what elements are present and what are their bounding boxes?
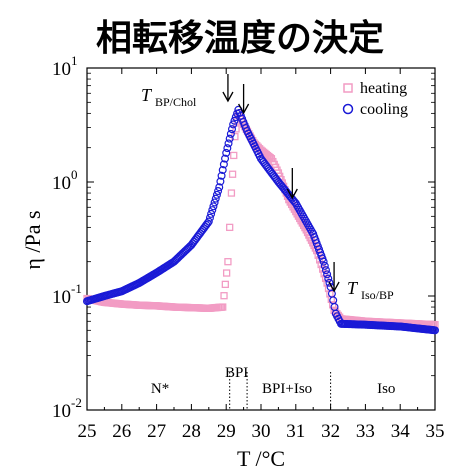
region-label: BPI (225, 365, 248, 381)
cooling-point (323, 270, 332, 279)
cooling-point (221, 154, 230, 163)
cooling-point (204, 217, 213, 226)
cooling-point (210, 198, 219, 207)
annotation-tiso: T Iso/BP (347, 278, 394, 302)
legend-marker-cooling (342, 103, 354, 115)
transition-arrow-head (238, 103, 250, 115)
legend-label-heating: heating (360, 80, 407, 97)
heating-point (222, 269, 231, 277)
cooling-point (229, 120, 238, 129)
cooling-point (208, 206, 217, 215)
y-tick-label-base: 10 (52, 59, 71, 80)
annotation-tbp: T BP/Chol (141, 85, 197, 109)
x-axis-label: T /°C (237, 446, 285, 471)
transition-arrow-head (286, 188, 298, 200)
tbp-var: T (141, 85, 153, 105)
x-tick-label: 32 (321, 421, 340, 442)
region-label: N* (151, 381, 169, 397)
cooling-point (207, 209, 216, 218)
cooling-series (82, 105, 440, 335)
x-tick-label: 34 (391, 421, 411, 442)
region-label: Iso (377, 381, 395, 397)
phase-region-labels: N* BPI BPI+Iso Iso (151, 365, 396, 397)
cooling-point (319, 257, 328, 266)
y-tick-label-exp: -2 (71, 395, 82, 410)
x-tick-label: 27 (147, 421, 166, 442)
legend: heating cooling (342, 80, 408, 118)
heating-point (221, 280, 229, 289)
x-tick-labels: 25 26 27 28 29 30 31 32 33 34 35 (78, 421, 445, 442)
cooling-point (431, 326, 440, 335)
heating-point (228, 170, 237, 178)
heating-point (219, 303, 227, 311)
region-boundaries (229, 372, 332, 410)
plot-frame (86, 67, 436, 411)
cooling-point (225, 134, 234, 143)
region-label: BPI+Iso (262, 381, 312, 397)
plot-area: N* BPI BPI+Iso Iso (82, 67, 440, 411)
cooling-point (228, 125, 237, 134)
heating-point (226, 223, 234, 232)
x-tick-label: 35 (426, 421, 445, 442)
cooling-point (222, 148, 231, 157)
transition-arrows (222, 74, 340, 293)
heating-point (220, 292, 228, 300)
cooling-point (320, 261, 329, 270)
cooling-point (224, 139, 233, 148)
x-tick-label: 25 (78, 421, 97, 442)
legend-marker-heating (343, 83, 353, 93)
x-tick-label: 28 (182, 421, 201, 442)
y-tick-label-exp: 0 (71, 167, 78, 182)
x-tick-label: 26 (112, 421, 131, 442)
cooling-point (324, 274, 333, 283)
cooling-point (212, 190, 221, 199)
cooling-point (230, 116, 239, 125)
heating-point (230, 151, 238, 160)
x-tick-label: 30 (252, 421, 271, 442)
cooling-point (214, 187, 223, 196)
y-tick-label-base: 10 (52, 287, 71, 308)
chart-title: 相転移温度の決定 (96, 18, 384, 59)
tbp-sub: BP/Chol (155, 95, 197, 109)
cooling-point (226, 129, 235, 138)
transition-arrow-head (328, 281, 340, 293)
cooling-point (219, 160, 228, 169)
cooling-point (216, 177, 225, 186)
tiso-var: T (347, 278, 359, 298)
transition-arrow-head (222, 91, 234, 103)
y-tick-label-exp: -1 (71, 281, 82, 296)
tiso-sub: Iso/BP (361, 288, 394, 302)
y-tick-label-base: 10 (52, 401, 71, 422)
heating-point (227, 189, 236, 197)
cooling-point (205, 213, 214, 222)
cooling-point (211, 194, 220, 203)
legend-label-cooling: cooling (360, 101, 408, 118)
y-tick-label-base: 10 (52, 173, 71, 194)
cooling-point (209, 202, 218, 211)
x-tick-label: 33 (356, 421, 375, 442)
cooling-point (223, 144, 232, 153)
y-tick-label-exp: 1 (71, 53, 78, 68)
cooling-point (218, 166, 227, 175)
cooling-point (215, 183, 224, 192)
cooling-point (325, 278, 334, 287)
y-axis-label: η /Pa s (20, 210, 45, 269)
heating-point (224, 258, 232, 266)
cooling-point (321, 266, 330, 275)
x-tick-label: 29 (217, 421, 236, 442)
cooling-point (217, 171, 226, 180)
x-tick-label: 31 (286, 421, 305, 442)
